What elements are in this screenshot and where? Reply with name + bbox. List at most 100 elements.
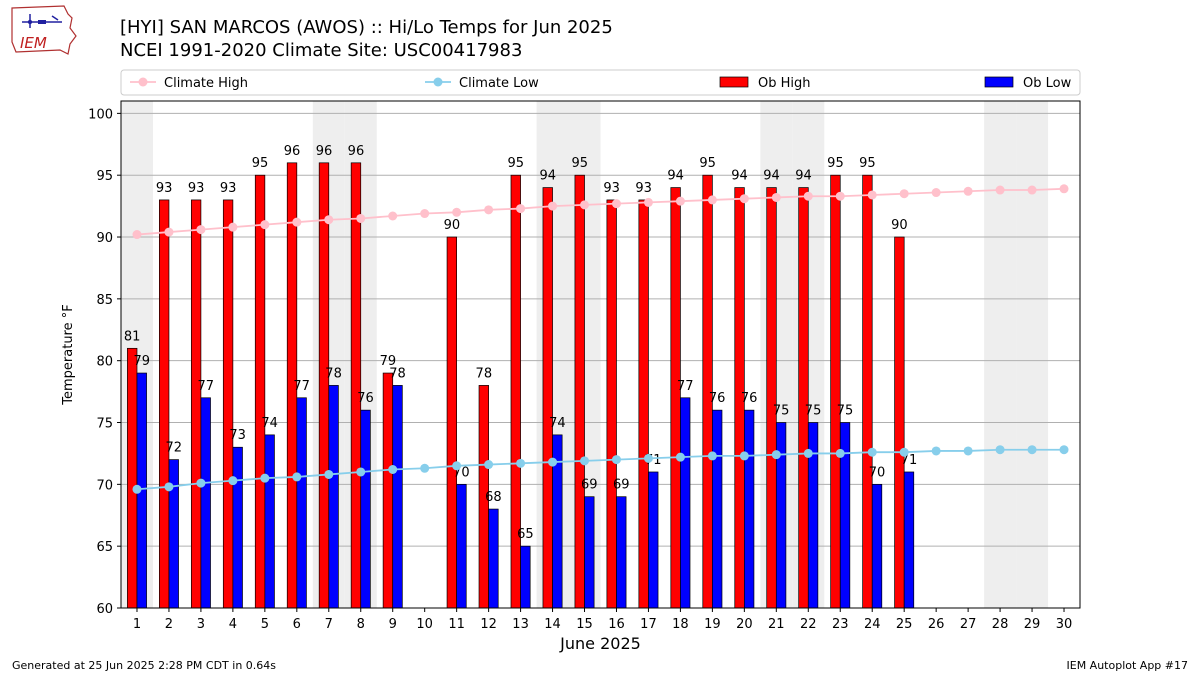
plot-frame xyxy=(120,100,1081,609)
climate-high-point xyxy=(260,220,270,230)
generated-note: Generated at 25 Jun 2025 2:28 PM CDT in … xyxy=(12,659,277,672)
ob-high-bar xyxy=(510,174,521,609)
climate-low-point xyxy=(739,451,749,461)
ob-high-label: 79 xyxy=(380,354,397,369)
y-axis-label: Temperature °F xyxy=(61,304,76,405)
ob-low-label: 76 xyxy=(709,391,726,406)
ob-low-bar xyxy=(296,397,307,609)
ob-high-label: 94 xyxy=(667,169,684,184)
ob-high-bar xyxy=(830,174,841,609)
x-tick-label: 2 xyxy=(165,617,173,632)
climate-high-point xyxy=(356,213,366,223)
ob-high-label: 95 xyxy=(827,156,844,171)
ob-high-label: 95 xyxy=(699,156,716,171)
ob-low-label: 75 xyxy=(805,404,822,419)
y-tick-label: 100 xyxy=(88,107,113,122)
ob-high-bar xyxy=(766,187,777,609)
climate-low-point xyxy=(356,467,366,477)
ob-high-label: 93 xyxy=(220,181,237,196)
x-tick-label: 12 xyxy=(480,617,497,632)
y-tick-label: 80 xyxy=(96,355,113,370)
climate-low-point xyxy=(707,451,717,461)
ob-high-bar xyxy=(382,372,394,609)
ob-low-label: 70 xyxy=(869,465,886,480)
climate-low-point xyxy=(452,461,462,471)
ob-low-bar xyxy=(775,422,787,609)
ob-high-label: 93 xyxy=(635,181,652,196)
ob-low-bar xyxy=(903,471,915,609)
climate-high-point xyxy=(196,225,206,235)
ob-low-label: 69 xyxy=(613,478,630,493)
ob-low-label: 71 xyxy=(901,453,918,468)
x-tick-label: 13 xyxy=(512,617,529,632)
x-tick-label: 26 xyxy=(928,617,945,632)
chart-subtitle: NCEI 1991-2020 Climate Site: USC00417983 xyxy=(120,40,523,61)
climate-low-point xyxy=(963,446,973,456)
climate-low-point xyxy=(516,458,526,468)
climate-low-point xyxy=(931,446,941,456)
ob-high-bar xyxy=(222,199,234,609)
x-tick-label: 27 xyxy=(960,617,977,632)
iem-logo: IEM xyxy=(8,4,80,62)
ob-low-label: 76 xyxy=(357,391,374,406)
climate-high-point xyxy=(388,211,398,221)
x-tick-label: 23 xyxy=(832,617,849,632)
ob-low-label: 72 xyxy=(165,441,182,456)
ob-low-label: 79 xyxy=(134,354,151,369)
x-tick-label: 20 xyxy=(736,617,753,632)
x-tick-label: 6 xyxy=(293,617,301,632)
climate-low-point xyxy=(867,447,877,457)
climate-high-point xyxy=(484,205,494,215)
ob-high-bar xyxy=(862,174,873,609)
x-tick-label: 11 xyxy=(448,617,465,632)
ob-high-bar xyxy=(190,199,202,609)
ob-high-label: 94 xyxy=(763,169,780,184)
legend-label: Ob Low xyxy=(1023,76,1072,91)
x-tick-label: 28 xyxy=(992,617,1009,632)
climate-high-point xyxy=(771,192,781,202)
climate-low-point xyxy=(420,463,430,473)
ob-high-label: 90 xyxy=(444,218,461,233)
climate-low-point xyxy=(580,456,590,466)
legend-swatch-marker xyxy=(433,77,443,87)
climate-low-point xyxy=(835,448,845,458)
ob-high-bar xyxy=(127,347,138,609)
ob-high-bar xyxy=(446,236,457,609)
ob-high-bar xyxy=(254,174,266,609)
weekend-shade xyxy=(1016,101,1049,608)
ob-high-label: 95 xyxy=(859,156,876,171)
climate-low-point xyxy=(196,478,206,488)
legend-swatch-marker xyxy=(138,77,148,87)
x-tick-label: 16 xyxy=(608,617,625,632)
ob-low-label: 76 xyxy=(741,391,758,406)
ob-high-label: 94 xyxy=(795,169,812,184)
ob-high-label: 96 xyxy=(284,144,301,159)
ob-high-bar xyxy=(798,187,809,609)
climate-high-point xyxy=(995,185,1005,195)
ob-high-bar xyxy=(670,187,681,609)
ob-low-bar xyxy=(616,496,627,609)
ob-high-bar xyxy=(318,162,330,609)
climate-low-line xyxy=(136,448,1065,491)
ob-low-label: 73 xyxy=(229,428,246,443)
climate-high-point xyxy=(228,222,238,232)
ob-low-bar xyxy=(392,385,403,609)
climate-high-point xyxy=(324,215,334,225)
y-tick-label: 60 xyxy=(96,602,113,617)
x-tick-label: 9 xyxy=(389,617,397,632)
climate-high-point xyxy=(963,186,973,196)
y-tick-label: 75 xyxy=(96,417,113,432)
climate-low-point xyxy=(1027,445,1037,455)
climate-low-point xyxy=(484,460,494,470)
ob-low-bar xyxy=(328,385,339,609)
ob-high-label: 96 xyxy=(348,144,365,159)
legend-box xyxy=(120,69,1081,96)
y-tick-label: 70 xyxy=(96,478,113,493)
ob-low-label: 77 xyxy=(677,379,694,394)
climate-high-point xyxy=(420,209,430,219)
climate-high-point xyxy=(643,197,653,207)
x-tick-label: 17 xyxy=(640,617,657,632)
climate-high-point xyxy=(1059,184,1069,194)
ob-high-label: 90 xyxy=(891,218,908,233)
ob-low-label: 78 xyxy=(325,366,342,381)
